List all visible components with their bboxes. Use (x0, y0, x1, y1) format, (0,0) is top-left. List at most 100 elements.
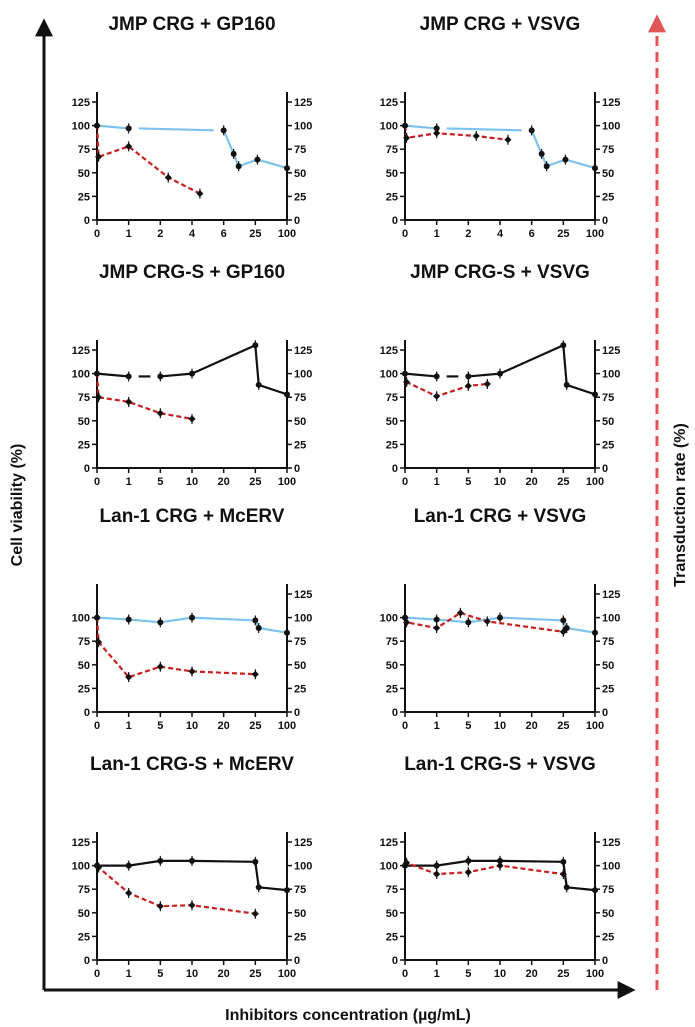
transduction-line (404, 861, 564, 876)
x-tick-label: 1 (126, 228, 132, 240)
x-tick-label: 10 (186, 968, 198, 980)
y-right-tick-label: 25 (602, 191, 614, 203)
x-tick-label: 25 (249, 720, 261, 732)
viability-point (592, 165, 598, 172)
viability-point (125, 616, 132, 623)
transduction-point (403, 859, 411, 867)
y-tick-label: 75 (78, 392, 90, 404)
x-tick-label: 5 (157, 720, 163, 732)
x-tick-label: 1 (126, 968, 132, 980)
panel-lan1-crg-mcerv: Lan-1 CRG + McERV02550751000255075100125… (72, 506, 313, 732)
viability-point (563, 624, 570, 631)
x-tick-label: 20 (526, 968, 538, 980)
transduction-point (188, 901, 196, 909)
x-tick-label: 0 (94, 476, 100, 488)
y-right-tick-label: 50 (294, 660, 306, 672)
y-right-tick-label: 75 (294, 144, 306, 156)
right-ylabel: Transduction rate (%) (672, 423, 689, 587)
viability-line-segment (258, 626, 288, 634)
viability-line-segment (499, 344, 564, 375)
y-right-tick-label: 75 (602, 636, 614, 648)
y-right-tick-label: 50 (602, 908, 614, 920)
x-tick-label: 25 (249, 476, 261, 488)
viability-line-segment (138, 127, 214, 132)
y-right-tick-label: 100 (294, 369, 312, 381)
x-tick-label: 1 (434, 476, 440, 488)
viability-point (157, 857, 164, 864)
transduction-point (483, 617, 491, 625)
viability-point (255, 884, 262, 891)
transduction-point (433, 392, 441, 400)
y-tick-label: 25 (386, 683, 398, 695)
x-tick-label: 25 (557, 968, 569, 980)
transduction-point (496, 862, 504, 870)
viability-line-segment (499, 616, 564, 622)
x-tick-label: 100 (278, 228, 296, 240)
y-right-tick-label: 75 (294, 392, 306, 404)
x-tick-label: 2 (465, 228, 471, 240)
y-tick-label: 50 (78, 908, 90, 920)
viability-line-segment (191, 616, 256, 622)
viability-point (538, 150, 545, 157)
y-right-tick-label: 25 (294, 191, 306, 203)
y-right-tick-label: 50 (602, 416, 614, 428)
y-tick-label: 100 (380, 613, 398, 625)
y-right-tick-label: 75 (294, 884, 306, 896)
y-tick-label: 25 (78, 931, 90, 943)
x-tick-label: 2 (157, 228, 163, 240)
viability-point (465, 373, 472, 380)
panel-lan1-crg-vsvg: Lan-1 CRG + VSVG025507510002550751001250… (380, 506, 621, 732)
x-tick-label: 6 (221, 228, 227, 240)
bottom-xlabel: Inhibitors concentration (µg/mL) (225, 1007, 471, 1024)
y-tick-label: 100 (72, 613, 90, 625)
transduction-line (403, 373, 488, 398)
x-tick-label: 1 (434, 228, 440, 240)
y-tick-label: 50 (78, 168, 90, 180)
transduction-point (251, 910, 259, 918)
y-right-tick-label: 0 (602, 955, 608, 967)
viability-point (433, 862, 440, 869)
y-right-tick-label: 50 (294, 908, 306, 920)
transduction-point (93, 370, 101, 378)
viability-line-segment (238, 158, 258, 168)
y-right-tick-label: 125 (602, 589, 620, 601)
x-tick-label: 0 (94, 720, 100, 732)
transduction-point (403, 618, 411, 626)
x-tick-label: 20 (218, 968, 230, 980)
y-right-tick-label: 50 (602, 660, 614, 672)
viability-point (235, 163, 242, 170)
viability-line-segment (96, 372, 129, 378)
transduction-point (125, 673, 133, 681)
transduction-point (125, 889, 133, 897)
panel-title: JMP CRG + VSVG (420, 14, 581, 35)
y-right-tick-label: 25 (602, 931, 614, 943)
transduction-point (403, 378, 411, 386)
transduction-point (125, 142, 133, 150)
viability-line-segment (404, 124, 437, 130)
viability-line-segment (436, 618, 469, 624)
y-tick-label: 125 (72, 837, 90, 849)
viability-line-segment (160, 372, 193, 378)
y-tick-label: 100 (72, 369, 90, 381)
viability-line-segment (191, 344, 256, 375)
viability-point (189, 370, 195, 377)
y-tick-label: 100 (72, 121, 90, 133)
transduction-point (559, 870, 567, 878)
viability-line-segment (565, 158, 596, 170)
panel-lan1-crg-s-mcerv: Lan-1 CRG-S + McERV025507510012502550751… (72, 754, 313, 980)
x-tick-label: 100 (278, 968, 296, 980)
transduction-point (156, 902, 164, 910)
viability-point (157, 619, 164, 626)
transduction-point (401, 370, 409, 378)
viability-line-segment (404, 616, 437, 621)
y-right-tick-label: 50 (294, 416, 306, 428)
panel-jmp-crg-s-gp160: JMP CRG-S + GP16002550751001250255075100… (72, 262, 313, 488)
x-tick-label: 100 (586, 968, 604, 980)
transduction-point (403, 134, 411, 142)
y-tick-label: 100 (380, 369, 398, 381)
x-tick-label: 1 (434, 720, 440, 732)
y-right-tick-label: 25 (602, 683, 614, 695)
y-right-tick-label: 125 (602, 345, 620, 357)
y-tick-label: 0 (84, 707, 90, 719)
